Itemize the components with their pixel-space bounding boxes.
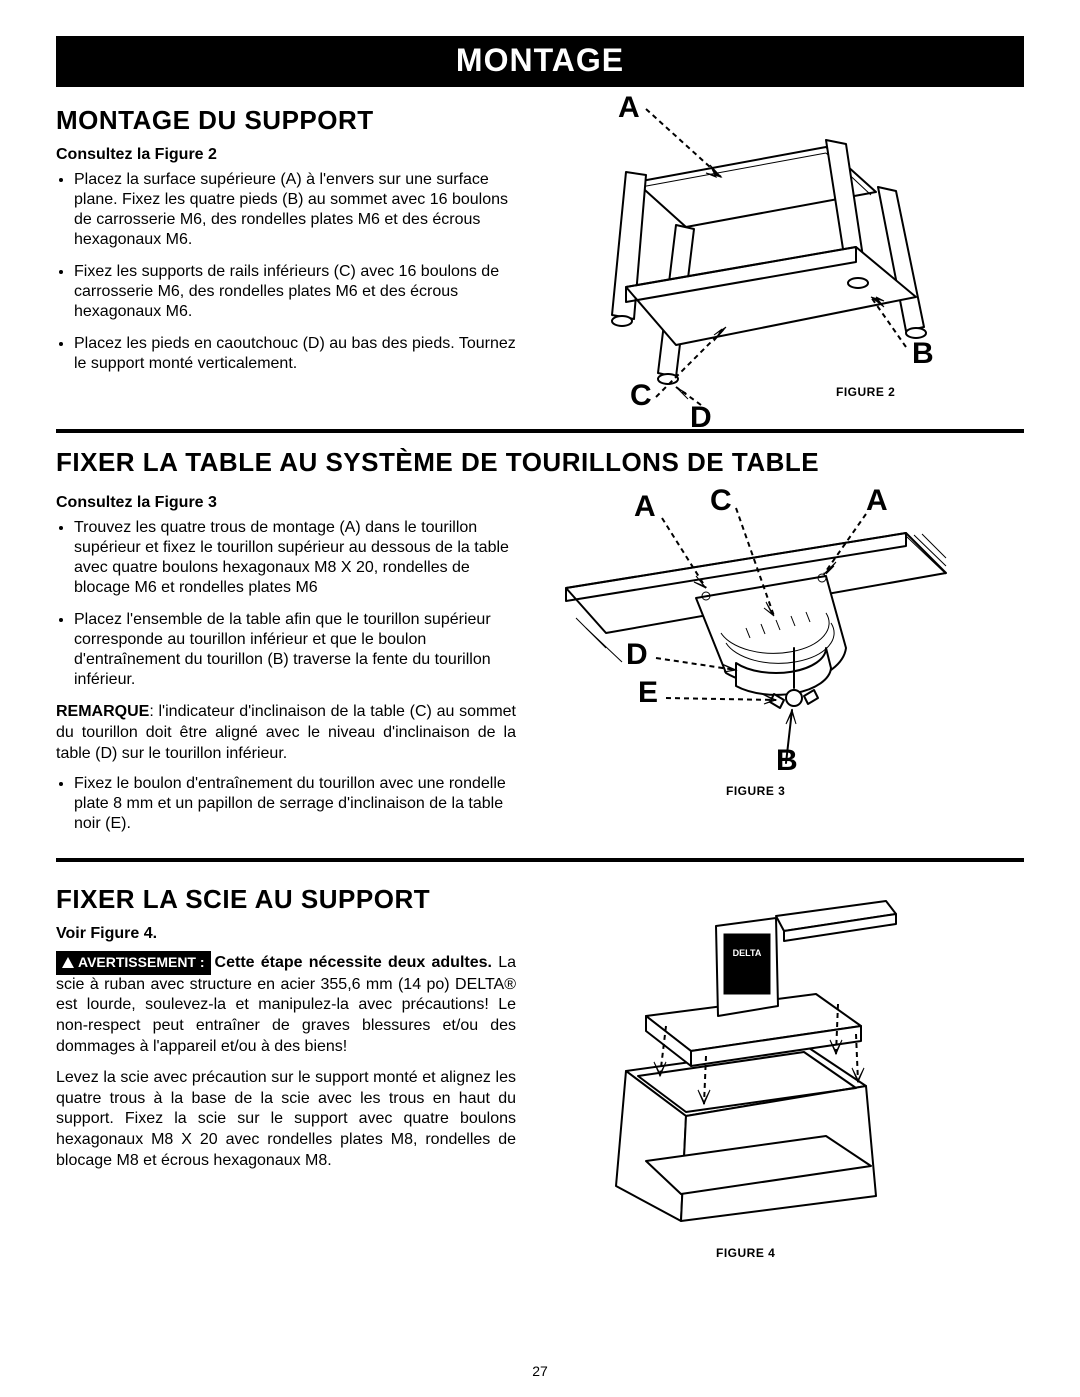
- banner-title: MONTAGE: [456, 42, 624, 78]
- section2-note: REMARQUE: l'indicateur d'inclinaison de …: [56, 702, 516, 764]
- section3-title: FIXER LA SCIE AU SUPPORT: [56, 884, 516, 915]
- fig3-callout-b: B: [776, 744, 798, 778]
- divider-2: [56, 858, 1024, 862]
- warning-badge: AVERTISSEMENT :: [56, 951, 211, 974]
- page-number: 27: [0, 1363, 1080, 1379]
- section-fixer-scie: FIXER LA SCIE AU SUPPORT Voir Figure 4. …: [56, 876, 1024, 1276]
- section2-subhead: Consultez la Figure 3: [56, 494, 516, 512]
- section2-text-column: Consultez la Figure 3 Trouvez les quatre…: [56, 488, 526, 846]
- fig2-callout-a: A: [618, 91, 640, 125]
- section-banner: MONTAGE: [56, 36, 1024, 87]
- figure-3-container: A C A D E B FIGURE 3: [526, 488, 1024, 808]
- fig2-callout-c: C: [630, 379, 652, 413]
- note-label: REMARQUE: [56, 703, 149, 720]
- section3-para2: Levez la scie avec précaution sur le sup…: [56, 1068, 516, 1172]
- figure-2-svg: [526, 97, 956, 417]
- fig3-callout-d: D: [626, 638, 648, 672]
- section1-bullet-1: Placez la surface supérieure (A) à l'env…: [74, 170, 516, 250]
- section2-bullet-3: Fixez le boulon d'entraînement du touril…: [74, 774, 516, 834]
- fig3-callout-a-left: A: [634, 490, 656, 524]
- manual-page: MONTAGE MONTAGE DU SUPPORT Consultez la …: [0, 0, 1080, 1397]
- fig4-caption: FIGURE 4: [716, 1246, 775, 1260]
- section2-bullet-list-1: Trouvez les quatre trous de montage (A) …: [74, 518, 516, 690]
- fig3-callout-a-right: A: [866, 484, 888, 518]
- brand-label: DELTA: [733, 948, 762, 958]
- section1-bullet-2: Fixez les supports de rails inférieurs (…: [74, 262, 516, 322]
- figure-4-svg: DELTA: [526, 876, 956, 1256]
- warning-bold-text: Cette étape nécessite deux adultes.: [215, 954, 492, 971]
- fig3-callout-c: C: [710, 484, 732, 518]
- section2-bullet-2: Placez l'ensemble de la table afin que l…: [74, 610, 516, 690]
- section3-warning-para: AVERTISSEMENT : Cette étape nécessite deu…: [56, 951, 516, 1057]
- section1-subhead: Consultez la Figure 2: [56, 146, 516, 164]
- section-fixer-table: Consultez la Figure 3 Trouvez les quatre…: [56, 488, 1024, 846]
- section1-bullet-list: Placez la surface supérieure (A) à l'env…: [74, 170, 516, 374]
- fig2-caption: FIGURE 2: [836, 385, 895, 399]
- figure-2-container: A B C D FIGURE 2: [526, 97, 1024, 417]
- section1-bullet-3: Placez les pieds en caoutchouc (D) au ba…: [74, 334, 516, 374]
- section1-title: MONTAGE DU SUPPORT: [56, 105, 516, 136]
- section-montage-support: MONTAGE DU SUPPORT Consultez la Figure 2…: [56, 97, 1024, 417]
- fig2-callout-b: B: [912, 337, 934, 371]
- fig2-callout-d: D: [690, 401, 712, 435]
- fig3-callout-e: E: [638, 676, 658, 710]
- section2-title: FIXER LA TABLE AU SYSTÈME DE TOURILLONS …: [56, 447, 1024, 478]
- section3-subhead: Voir Figure 4.: [56, 925, 516, 943]
- section1-text-column: MONTAGE DU SUPPORT Consultez la Figure 2…: [56, 97, 526, 386]
- divider-1: [56, 429, 1024, 433]
- figure-3-svg: [526, 488, 956, 788]
- warning-label: AVERTISSEMENT :: [78, 954, 205, 970]
- figure-4-container: DELTA FIGURE 4: [526, 876, 1024, 1276]
- section3-text-column: FIXER LA SCIE AU SUPPORT Voir Figure 4. …: [56, 876, 526, 1181]
- section2-bullet-list-2: Fixez le boulon d'entraînement du touril…: [74, 774, 516, 834]
- section2-bullet-1: Trouvez les quatre trous de montage (A) …: [74, 518, 516, 598]
- fig3-caption: FIGURE 3: [726, 784, 785, 798]
